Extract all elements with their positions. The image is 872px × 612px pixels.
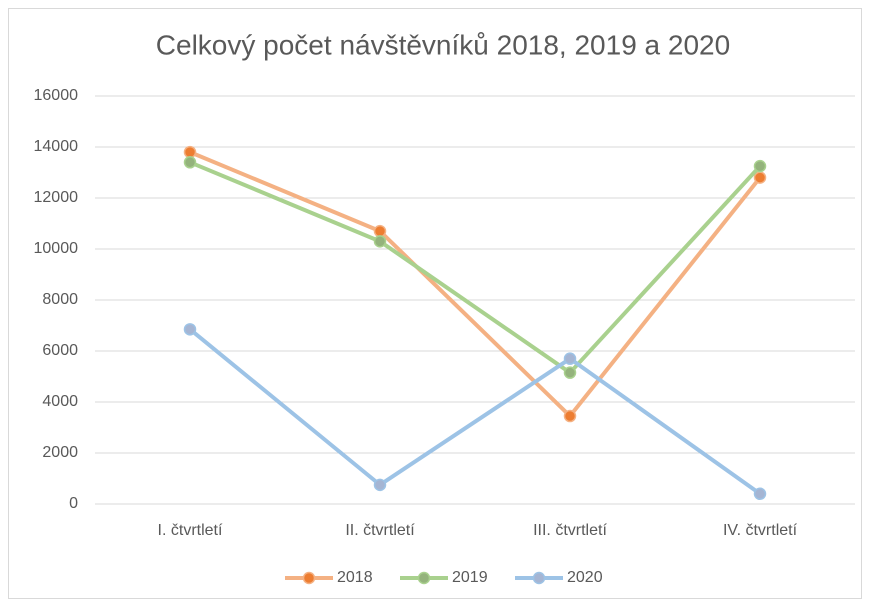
legend-label: 2020 [567,569,603,586]
y-tick-label: 12000 [34,189,79,206]
data-point [183,145,197,159]
x-tick-label: IV. čtvrtletí [723,522,798,539]
data-point [373,235,387,248]
legend-label: 2019 [452,569,488,586]
x-tick-label: III. čtvrtletí [533,522,607,539]
data-point [183,323,197,336]
series-line [188,160,762,375]
data-point [753,171,767,184]
y-tick-label: 16000 [34,87,79,104]
data-point [753,159,767,173]
y-tick-label: 8000 [42,291,78,308]
data-point [373,478,387,492]
legend-label: 2018 [337,569,373,586]
data-point [563,352,577,365]
chart-border [8,8,862,599]
y-tick-label: 10000 [34,240,79,257]
series-line [188,327,762,496]
chart-title: Celkový počet návštěvníků 2018, 2019 a 2… [156,29,730,60]
y-tick-label: 14000 [34,138,79,155]
legend-marker [302,571,316,585]
series-line [188,150,762,419]
legend-marker [417,571,431,585]
y-tick-label: 0 [69,495,78,512]
data-point [753,487,767,501]
data-point [373,224,387,238]
data-point [563,366,577,379]
x-tick-label: II. čtvrtletí [345,522,415,539]
y-tick-label: 6000 [42,342,78,359]
y-tick-label: 2000 [42,444,78,461]
legend-marker [532,571,546,585]
y-tick-label: 4000 [42,393,78,410]
x-tick-label: I. čtvrtletí [158,522,223,539]
data-point [183,156,197,169]
data-point [563,409,577,423]
